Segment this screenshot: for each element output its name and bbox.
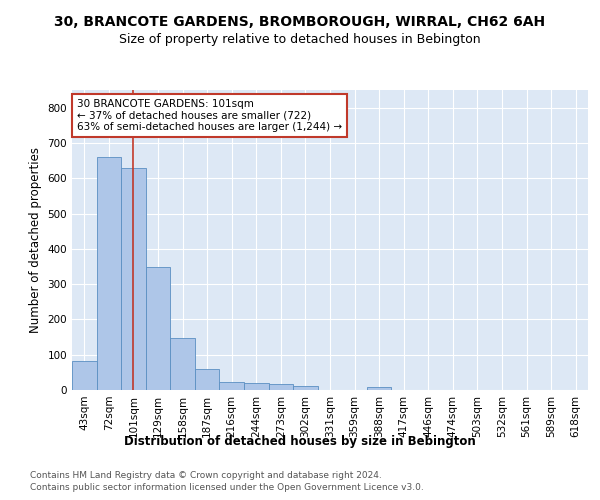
Bar xyxy=(220,382,244,390)
Text: 30, BRANCOTE GARDENS, BROMBOROUGH, WIRRAL, CH62 6AH: 30, BRANCOTE GARDENS, BROMBOROUGH, WIRRA… xyxy=(55,15,545,29)
Bar xyxy=(121,168,146,390)
Text: Contains HM Land Registry data © Crown copyright and database right 2024.: Contains HM Land Registry data © Crown c… xyxy=(30,471,382,480)
Text: Distribution of detached houses by size in Bebington: Distribution of detached houses by size … xyxy=(124,435,476,448)
Bar xyxy=(97,157,121,390)
Bar xyxy=(244,382,269,390)
Bar xyxy=(72,360,97,390)
Bar xyxy=(293,386,318,390)
Text: 30 BRANCOTE GARDENS: 101sqm
← 37% of detached houses are smaller (722)
63% of se: 30 BRANCOTE GARDENS: 101sqm ← 37% of det… xyxy=(77,99,342,132)
Y-axis label: Number of detached properties: Number of detached properties xyxy=(29,147,42,333)
Bar xyxy=(146,267,170,390)
Bar xyxy=(269,384,293,390)
Bar xyxy=(367,387,391,390)
Text: Size of property relative to detached houses in Bebington: Size of property relative to detached ho… xyxy=(119,32,481,46)
Bar xyxy=(170,338,195,390)
Text: Contains public sector information licensed under the Open Government Licence v3: Contains public sector information licen… xyxy=(30,484,424,492)
Bar xyxy=(195,369,220,390)
